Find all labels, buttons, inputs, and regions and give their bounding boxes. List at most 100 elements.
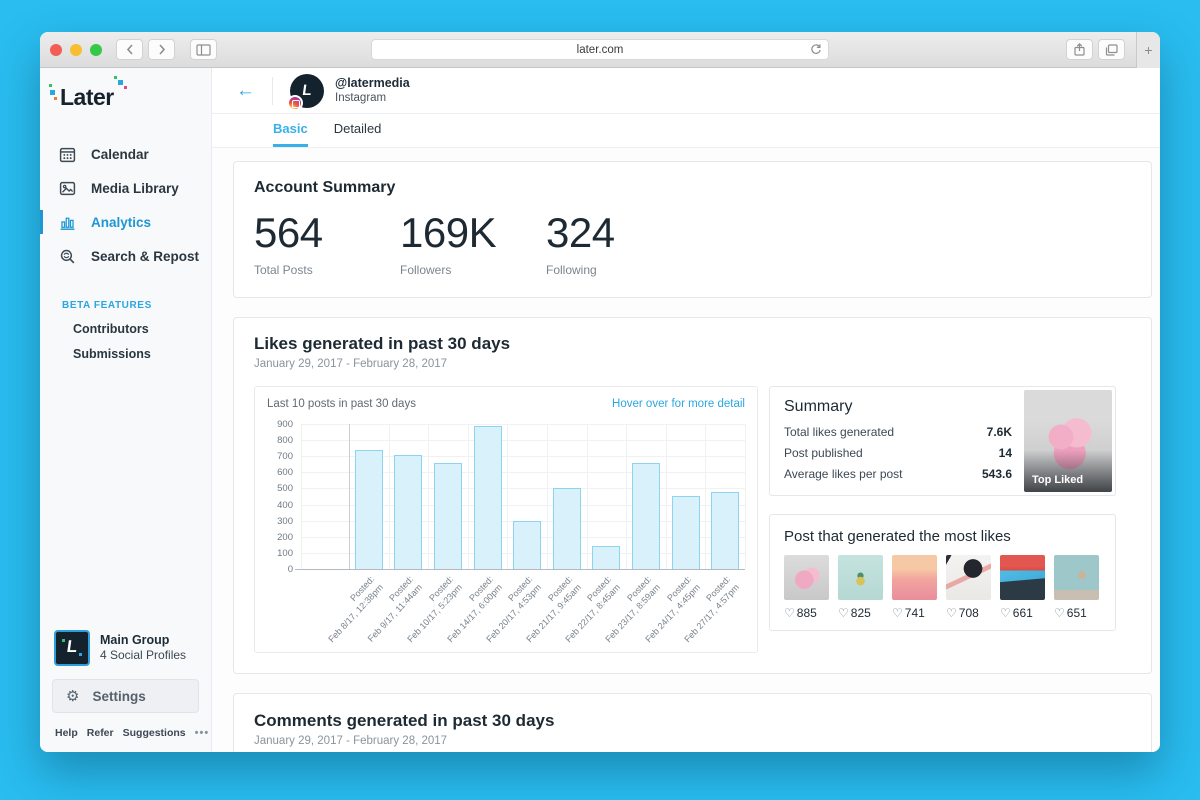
gridline xyxy=(349,424,350,569)
chrome-right-controls: + xyxy=(1066,32,1160,68)
group-name: Main Group xyxy=(100,633,170,648)
beta-features-heading: BETA FEATURES xyxy=(62,300,152,311)
group-selector[interactable]: L Main Group 4 Social Profiles xyxy=(40,630,211,679)
browser-chrome: later.com + xyxy=(40,32,1160,68)
chart-caption: Last 10 posts in past 30 days xyxy=(267,398,416,410)
bar-Posted-Feb-24-17-4-45pm[interactable] xyxy=(671,495,700,569)
sidebar-item-search-repost[interactable]: Search & Repost xyxy=(40,239,211,273)
settings-button[interactable]: ⚙ Settings xyxy=(52,679,199,713)
media-library-icon xyxy=(59,180,76,197)
sidebar-item-analytics[interactable]: Analytics xyxy=(40,205,211,239)
footer-link-refer[interactable]: Refer xyxy=(86,727,114,739)
likes-chart-panel: Last 10 posts in past 30 days Hover over… xyxy=(254,386,758,653)
likes-summary-panel: Summary Total likes generated 7.6K Post pu… xyxy=(769,386,1116,496)
profile-avatar[interactable]: L xyxy=(287,73,324,111)
summary-row: Average likes per post 543.6 xyxy=(784,467,1012,481)
post-thumbnail-pink-sunset-ocean[interactable] xyxy=(892,555,937,600)
more-menu-button[interactable]: ••• xyxy=(194,727,210,739)
share-button[interactable] xyxy=(1066,39,1093,60)
top-post-item: ♡ 825 xyxy=(838,555,883,620)
profile-handle: @latermedia xyxy=(335,75,410,90)
post-thumbnail-pineapple-on-teal[interactable] xyxy=(838,555,883,600)
post-thumbnail-pink-flower-heart[interactable] xyxy=(784,555,829,600)
heart-icon: ♡ xyxy=(1054,606,1065,620)
stats-row: 564 Total Posts 169K Followers 324 Following xyxy=(254,209,1131,278)
bar-Posted-Feb-14-17-6-00pm[interactable] xyxy=(473,426,502,569)
y-tick-label: 500 xyxy=(277,483,293,495)
sidebar-item-media-library[interactable]: Media Library xyxy=(40,171,211,205)
sidebar-item-contributors[interactable]: Contributors xyxy=(73,322,149,336)
chevron-left-icon xyxy=(126,44,133,55)
content-scroll-area[interactable]: Account Summary 564 Total Posts 169K Follow… xyxy=(212,148,1160,752)
calendar-icon xyxy=(59,146,76,163)
post-like-count: ♡ 885 xyxy=(784,606,817,620)
later-logo[interactable]: Later xyxy=(49,76,127,111)
tab-basic[interactable]: Basic xyxy=(273,121,308,147)
logo-pixel xyxy=(54,97,57,100)
y-tick-label: 800 xyxy=(277,435,293,447)
hover-detail-link[interactable]: Hover over for more detail xyxy=(612,398,745,410)
x-axis-line xyxy=(295,569,745,570)
heart-icon: ♡ xyxy=(784,606,795,620)
zoom-button[interactable] xyxy=(90,43,102,56)
sidebar-item-calendar[interactable]: Calendar xyxy=(40,137,211,171)
logo-pixel xyxy=(117,80,123,85)
stat-label: Following xyxy=(546,263,597,277)
top-posts-title: Post that generated the most likes xyxy=(784,528,1011,545)
bar-Posted-Feb-27-17-4-57pm[interactable] xyxy=(711,491,740,569)
gridline xyxy=(301,424,302,569)
summary-row-label: Average likes per post xyxy=(784,467,903,481)
sidebar-item-label: Media Library xyxy=(91,180,179,196)
post-thumbnail-hands-phone-red-banner[interactable] xyxy=(1000,555,1045,600)
beta-features-list: Contributors Submissions xyxy=(40,313,211,363)
url-bar[interactable]: later.com xyxy=(371,39,829,60)
footer-link-help[interactable]: Help xyxy=(55,727,78,739)
top-liked-badge: Top Liked xyxy=(1032,474,1084,486)
gridline xyxy=(388,424,390,569)
close-button[interactable] xyxy=(50,43,62,56)
tabs-overview-button[interactable] xyxy=(1098,39,1125,60)
y-tick-label: 100 xyxy=(277,547,293,559)
tab-detailed[interactable]: Detailed xyxy=(333,121,382,136)
gridline xyxy=(665,424,667,569)
top-liked-image[interactable]: Top Liked xyxy=(1024,390,1112,492)
back-arrow-button[interactable]: ← xyxy=(236,80,255,101)
chart-x-labels: Posted: Feb 8/17, 12:38pm Posted: Feb 9/17,… xyxy=(301,569,745,661)
bar-Posted-Feb-21-17-9-45am[interactable] xyxy=(552,487,581,569)
likes-card: Likes generated in past 30 days January … xyxy=(233,317,1152,674)
tabs-icon xyxy=(1105,43,1118,56)
footer-link-suggestions[interactable]: Suggestions xyxy=(122,727,186,739)
top-post-item: ♡ 708 xyxy=(946,555,991,620)
stat-total-posts: 564 Total Posts xyxy=(254,209,400,278)
bar-Posted-Feb-22-17-8-45am[interactable] xyxy=(592,546,621,569)
back-button[interactable] xyxy=(116,39,143,60)
gridline xyxy=(745,424,746,569)
heart-icon: ♡ xyxy=(946,606,957,620)
comments-card: Comments generated in past 30 days Janua… xyxy=(233,693,1152,752)
analytics-icon xyxy=(59,214,76,231)
logo-pixel xyxy=(50,90,55,95)
y-tick-label: 600 xyxy=(277,467,293,479)
chevron-right-icon xyxy=(158,44,165,55)
minimize-button[interactable] xyxy=(70,43,82,56)
divider xyxy=(272,76,273,105)
comments-date-range: January 29, 2017 - February 28, 2017 xyxy=(254,735,448,747)
post-thumbnail-clock-and-pencil[interactable] xyxy=(946,555,991,600)
new-tab-button[interactable]: + xyxy=(1136,32,1160,68)
post-like-count: ♡ 741 xyxy=(892,606,925,620)
stat-value: 564 xyxy=(254,209,323,256)
forward-button[interactable] xyxy=(148,39,175,60)
bar-Posted-Feb-20-17-4-53pm[interactable] xyxy=(513,520,542,569)
profile-platform: Instagram xyxy=(335,92,387,105)
bar-Posted-Feb-9-17-11-44am[interactable] xyxy=(394,454,423,569)
sidebar-toggle-button[interactable] xyxy=(190,39,217,60)
bar-Posted-Feb-8-17-12-38pm[interactable] xyxy=(354,449,383,569)
summary-row-value: 14 xyxy=(998,446,1012,460)
top-post-item: ♡ 661 xyxy=(1000,555,1045,620)
post-thumbnail-girl-by-teal-wall[interactable] xyxy=(1054,555,1099,600)
bar-Posted-Feb-10-17-5-23pm[interactable] xyxy=(434,462,462,569)
stat-label: Followers xyxy=(400,263,452,277)
refresh-icon[interactable] xyxy=(810,43,822,58)
bar-Posted-Feb-23-17-8-59am[interactable] xyxy=(632,463,660,569)
sidebar-item-submissions[interactable]: Submissions xyxy=(73,347,151,361)
